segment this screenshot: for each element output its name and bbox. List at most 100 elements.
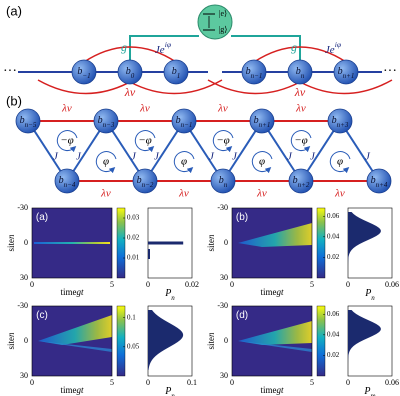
y-tick-label: 30 <box>20 273 28 282</box>
hist-tick-label: 0.06 <box>385 280 399 289</box>
site-node <box>163 59 189 85</box>
plot-label: (d) <box>236 310 248 321</box>
colorbar-tick-label: 0.04 <box>327 330 340 338</box>
colorbar-tick-label: 0.04 <box>327 232 340 240</box>
hist-profile <box>348 310 381 370</box>
node-label-part: n+4 <box>376 181 388 189</box>
node-label-part: n+3 <box>337 121 349 129</box>
hopping-label: Jeiφ <box>155 40 172 55</box>
node-label-part: n−2 <box>142 181 154 189</box>
node-label-part: b <box>126 66 131 77</box>
node-label: bn−1 <box>176 115 193 128</box>
node-label-part: b <box>254 115 259 126</box>
flux-label: −φ <box>216 135 230 147</box>
colorbar-tick-label: 0.03 <box>127 214 140 222</box>
y-tick-label: 0 <box>224 336 228 345</box>
coupling-label: g <box>291 40 297 54</box>
x-axis-label: timegt <box>260 385 284 395</box>
node-label: bn−4 <box>59 175 76 188</box>
loss-label: λν <box>139 103 150 115</box>
coupling-line <box>231 35 301 60</box>
hopping-label: J <box>232 151 238 163</box>
colorbar-tick-label: 0.1 <box>127 313 136 321</box>
hist-tick-label: 0 <box>146 378 150 387</box>
loss-label: λν <box>178 188 189 200</box>
plot-label: (a) <box>36 212 48 223</box>
nnn-arc <box>253 46 347 63</box>
site-node <box>15 108 41 134</box>
node-label-part: n+1 <box>343 72 355 80</box>
axes-frame <box>231 207 313 279</box>
node-label: bn+2 <box>293 175 310 188</box>
loss-label: λν <box>61 103 72 115</box>
flux-loop <box>251 151 273 174</box>
node-label-part: b <box>77 66 82 77</box>
x-axis-label-part: time <box>260 287 276 297</box>
hopping-label-part: Je <box>155 44 165 56</box>
y-axis-label-part: n <box>6 234 16 239</box>
x-axis-label: timegt <box>60 385 84 395</box>
plot-label-part: (a) <box>36 212 48 223</box>
node-label-part: b <box>293 175 298 186</box>
flux-label: −φ <box>294 135 308 147</box>
node-label-part: b <box>219 175 224 186</box>
node-label-part: b <box>176 115 181 126</box>
node-label-part: b <box>246 66 251 77</box>
node-label: b−1 <box>77 66 90 79</box>
hist-axis-label-part: P <box>364 288 371 299</box>
y-axis-label-part: site <box>6 337 16 350</box>
hopping-label-part: iφ <box>165 40 172 49</box>
plot-label: (b) <box>236 212 248 223</box>
y-tick-label: 30 <box>20 371 28 380</box>
flux-label: φ <box>181 156 187 168</box>
flux-label: φ <box>337 156 343 168</box>
hist-axis-label-part: n <box>371 294 375 302</box>
colorbar-tick-label: 0.05 <box>127 342 140 350</box>
hist-axis-label: Pn <box>364 288 375 301</box>
node-label: b0 <box>126 66 135 79</box>
hist-bar <box>148 249 150 259</box>
node-label-part: n−1 <box>181 121 193 129</box>
hopping-label-part: iφ <box>335 40 342 49</box>
hopping-label: J <box>76 151 82 163</box>
level-label: |g⟩ <box>219 25 228 34</box>
hist-axis-label-part: n <box>171 294 175 302</box>
site-node <box>171 108 197 134</box>
node-label: bn <box>219 175 228 188</box>
node-label-part: b <box>20 115 25 126</box>
hist-axis-label-part: P <box>164 386 171 396</box>
x-tick-label: 0 <box>230 378 234 387</box>
node-label: bn+1 <box>338 66 355 79</box>
y-tick-label: -30 <box>17 301 28 310</box>
loss-label: λν <box>334 188 345 200</box>
y-axis-label: siten <box>6 234 16 252</box>
node-label-part: n−4 <box>64 181 76 189</box>
flux-loop <box>329 151 351 174</box>
plot-label: (c) <box>36 310 48 321</box>
x-axis-label: timegt <box>260 287 284 297</box>
site-node <box>366 168 392 194</box>
node-label-part: n+2 <box>298 181 310 189</box>
nnn-arc <box>83 46 177 63</box>
node-label: bn+3 <box>332 115 349 128</box>
site-node <box>54 168 80 194</box>
colorbar-tick-label: 0.02 <box>327 253 340 261</box>
hist-bar <box>148 241 184 245</box>
x-axis-label-part: time <box>60 385 76 395</box>
colorbar <box>316 305 326 377</box>
hopping-label: J <box>365 151 371 163</box>
loss-label: λν <box>295 103 306 115</box>
hopping-label: J <box>154 151 160 163</box>
colorbar-tick-label: 0.01 <box>127 254 140 262</box>
node-label: bn−2 <box>137 175 154 188</box>
coupling-label: g <box>121 40 127 54</box>
x-tick-label: 0 <box>30 378 34 387</box>
node-label: b1 <box>172 66 181 79</box>
y-tick-label: 30 <box>220 371 228 380</box>
colorbar-tick-label: 0.02 <box>127 234 140 242</box>
colorbar-tick-label: 0.02 <box>327 351 340 359</box>
node-label-part: 0 <box>131 72 135 80</box>
site-node <box>117 59 143 85</box>
y-axis-label-part: site <box>206 337 216 350</box>
level-label: |e⟩ <box>219 9 227 18</box>
